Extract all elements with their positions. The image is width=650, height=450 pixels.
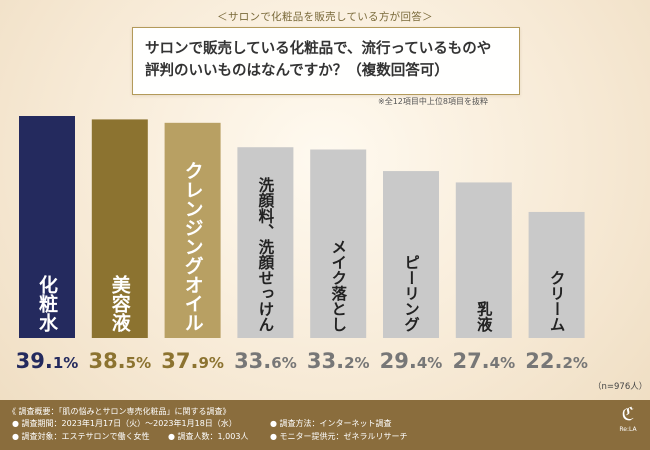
brand-logo-text: Re:LA bbox=[619, 426, 637, 433]
bar-2 bbox=[91, 119, 148, 338]
survey-target: ● 調査対象：エステサロンで働く女性 bbox=[12, 432, 150, 441]
sample-size-note: （n=976人） bbox=[593, 382, 648, 392]
bar-3 bbox=[164, 122, 221, 339]
brand-logo-mark: ℭ bbox=[621, 404, 635, 425]
bar-label-6: ピーリング bbox=[402, 254, 420, 332]
question-text: サロンで販売している化粧品で、流行っているものや 評判のいいものはなんですか？（… bbox=[145, 38, 511, 82]
value-label-5: 33.2% bbox=[307, 349, 370, 373]
monitor-provider: ● モニター提供元：ゼネラルリサーチ bbox=[270, 432, 408, 441]
brand-logo: ℭ Re:LA bbox=[616, 404, 640, 446]
bar-6 bbox=[383, 171, 439, 338]
survey-period: ● 調査期間：2023年1月17日（火）〜2023年1月18日（水） bbox=[12, 419, 237, 428]
value-label-2: 38.5% bbox=[88, 349, 151, 373]
bar-label-7: 乳液 bbox=[475, 300, 493, 334]
survey-count: ● 調査人数：1,003人 bbox=[168, 432, 249, 441]
bar-5 bbox=[310, 149, 367, 338]
bar-label-4: 洗顔料、洗顔せっけん bbox=[256, 176, 275, 333]
survey-summary: 《 調査概要：「肌の悩みとサロン専売化粧品」に関する調査》 bbox=[8, 407, 231, 416]
bar-7 bbox=[455, 182, 512, 338]
bar-label-8: クリーム bbox=[548, 270, 566, 333]
value-label-8: 22.2% bbox=[525, 349, 588, 373]
bar-label-2: 美容液 bbox=[109, 274, 131, 333]
bar-4 bbox=[237, 147, 294, 338]
survey-footer: 《 調査概要：「肌の悩みとサロン専売化粧品」に関する調査》 ● 調査期間：202… bbox=[0, 400, 650, 450]
value-label-3: 37.9% bbox=[161, 349, 224, 373]
question-line-2: 評判のいいものはなんですか？（複数回答可） bbox=[145, 63, 449, 79]
value-label-6: 29.4% bbox=[380, 349, 443, 373]
question-box: サロンで販売している化粧品で、流行っているものや 評判のいいものはなんですか？（… bbox=[132, 27, 520, 95]
bar-label-5: メイク落とし bbox=[329, 239, 347, 332]
selection-note: ※全12項目中上位8項目を抜粋 bbox=[378, 97, 488, 106]
bar-1 bbox=[19, 116, 75, 338]
survey-subtitle: ＜サロンで化粧品を販売している方が回答＞ bbox=[217, 11, 433, 23]
survey-method: ● 調査方法：インターネット調査 bbox=[270, 419, 392, 428]
bar-label-1: 化粧水 bbox=[36, 274, 58, 332]
question-line-1: サロンで販売している化粧品で、流行っているものや bbox=[145, 41, 492, 57]
bar-label-3: クレンジングオイル bbox=[182, 161, 204, 332]
value-label-4: 33.6% bbox=[234, 349, 297, 373]
bar-8 bbox=[528, 211, 585, 338]
value-label-7: 27.4% bbox=[452, 349, 515, 373]
value-label-1: 39.1% bbox=[16, 349, 79, 373]
bar-chart: 化粧水 39.1% 美容液 38.5% クレンジングオイル 37.9% 洗顔料、洗顔せっけん… bbox=[16, 116, 588, 373]
